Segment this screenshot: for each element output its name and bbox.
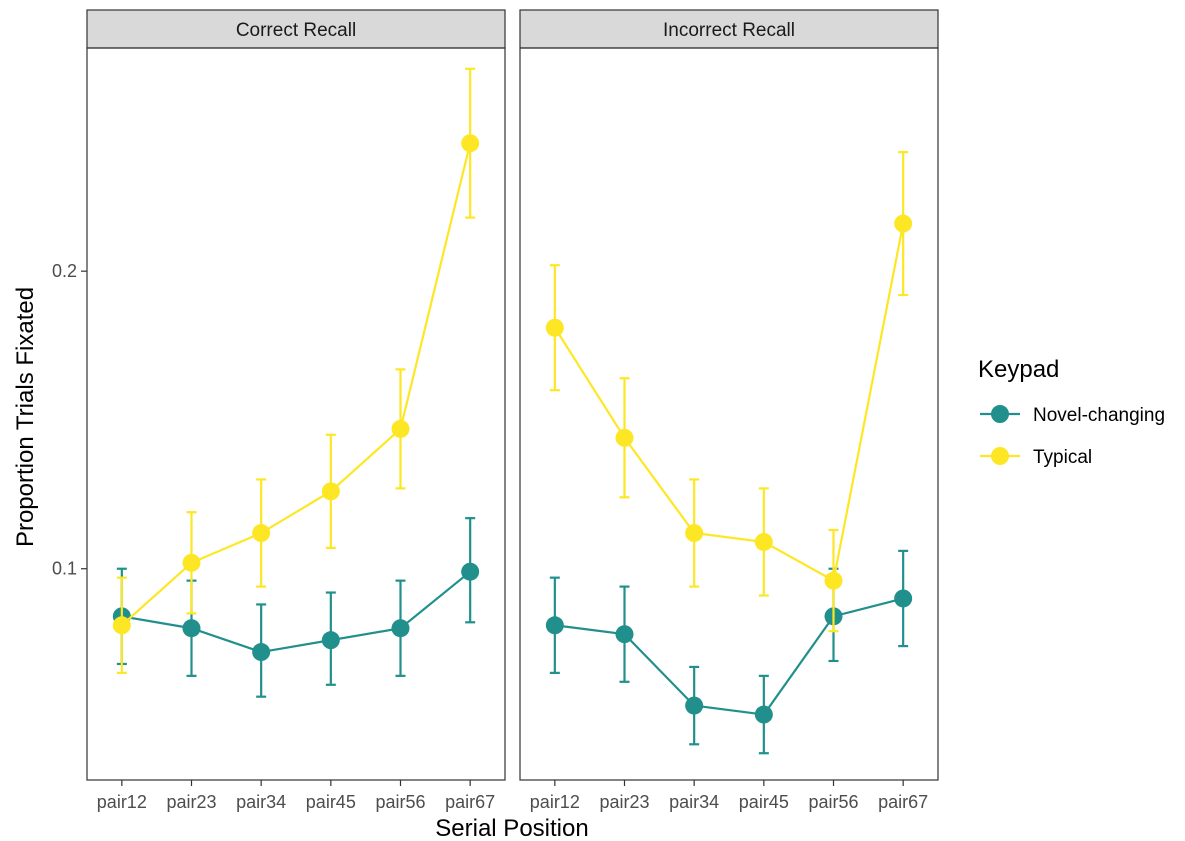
data-point	[321, 482, 340, 501]
data-point	[461, 562, 480, 581]
y-tick-label: 0.1	[52, 559, 77, 579]
facet-strip-label: Incorrect Recall	[663, 20, 795, 41]
legend-key-point	[991, 405, 1009, 423]
data-point	[894, 589, 913, 608]
facet-panel: Incorrect Recall	[519, 9, 939, 781]
x-tick-label: pair12	[530, 792, 580, 812]
data-point	[615, 625, 634, 644]
panel-border	[519, 47, 939, 781]
data-point	[824, 571, 843, 590]
data-point	[754, 705, 773, 724]
legend: Keypad Novel-changing Typical	[978, 356, 1165, 468]
series-marks	[112, 67, 913, 755]
data-point	[182, 619, 201, 638]
data-point	[321, 631, 340, 650]
facet-strip	[86, 9, 506, 49]
x-tick-label: pair23	[166, 792, 216, 812]
series-line	[121, 142, 472, 627]
y-axis-title: Proportion Trials Fixated	[12, 287, 39, 547]
data-point	[615, 428, 634, 447]
y-tick-label: 0.2	[52, 261, 77, 281]
legend-item: Novel-changing	[980, 405, 1165, 426]
data-point	[545, 616, 564, 635]
x-tick-label: pair67	[878, 792, 928, 812]
data-point	[461, 134, 480, 153]
facet-strip-label: Correct Recall	[236, 20, 356, 41]
y-axis: 0.1 0.2	[52, 261, 87, 579]
x-tick-label: pair34	[236, 792, 286, 812]
data-point	[685, 524, 704, 543]
x-tick-label: pair45	[306, 792, 356, 812]
x-tick-label: pair45	[739, 792, 789, 812]
data-point	[182, 553, 201, 572]
series-line	[553, 223, 905, 583]
panels: Correct Recall Incorrect Recall	[86, 9, 939, 781]
data-point	[252, 643, 271, 662]
facet-strip	[519, 9, 939, 49]
x-tick-label: pair56	[808, 792, 858, 812]
series-novel-changing	[112, 517, 913, 755]
legend-item: Typical	[980, 447, 1092, 468]
x-tick-label: pair34	[669, 792, 719, 812]
series-line	[554, 597, 904, 716]
data-point	[754, 532, 773, 551]
data-point	[685, 696, 704, 715]
legend-label: Typical	[1033, 447, 1092, 468]
x-tick-label: pair67	[445, 792, 495, 812]
data-point	[391, 619, 410, 638]
data-point	[112, 616, 131, 635]
panel-border	[86, 47, 506, 781]
x-tick-label: pair23	[599, 792, 649, 812]
data-point	[252, 524, 271, 543]
legend-label: Novel-changing	[1033, 405, 1165, 426]
facet-panel: Correct Recall	[86, 9, 506, 781]
x-tick-label: pair56	[375, 792, 425, 812]
series-line	[121, 570, 471, 654]
data-point	[894, 214, 913, 233]
legend-title: Keypad	[978, 356, 1059, 383]
series-typical	[112, 67, 913, 674]
legend-key-point	[991, 447, 1009, 465]
x-axes: pair12 pair23 pair34 pair45 pair56 pair67 pair…	[97, 780, 928, 812]
x-tick-label: pair12	[97, 792, 147, 812]
data-point	[391, 419, 410, 438]
data-point	[545, 318, 564, 337]
x-axis-title: Serial Position	[435, 815, 588, 841]
